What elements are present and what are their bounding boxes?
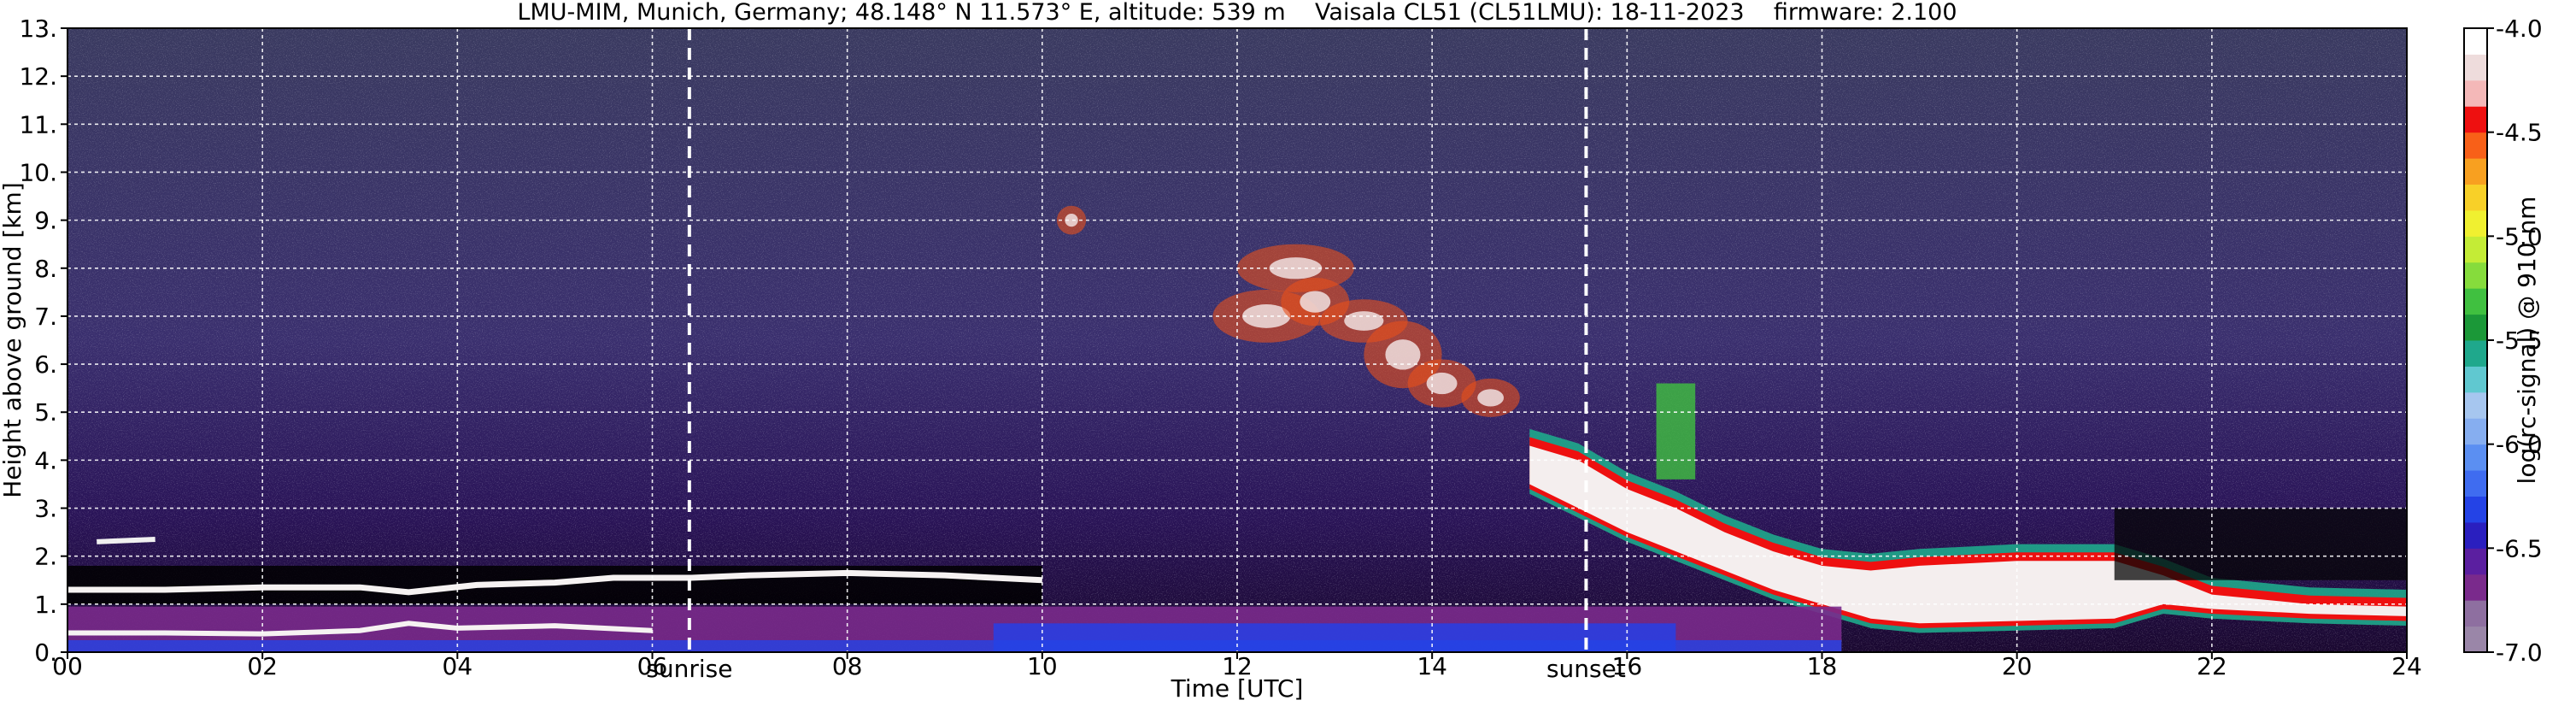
colorbar-segment: [2464, 574, 2487, 601]
colorbar: -7.0 -6.5 -6.0 -5.5 -5.0 -4.5 -4.0: [2463, 15, 2543, 667]
cloud-core: [1477, 389, 1505, 407]
colorbar-segment: [2464, 158, 2487, 185]
y-tick-label: 7.: [34, 303, 57, 331]
y-tick-label: 11.: [19, 110, 57, 138]
x-tick-label: 18: [1807, 652, 1838, 680]
cloud-core: [1300, 291, 1331, 313]
x-tick-label: 16: [1612, 652, 1643, 680]
colorbar-tick-label: -4.5: [2496, 119, 2543, 147]
cloud-layer-line: [67, 569, 1043, 596]
x-tick-label: 04: [443, 652, 473, 680]
colorbar-segment: [2464, 340, 2487, 367]
surface-layer: [67, 639, 1842, 652]
y-axis: 0. 1. 2. 3. 4. 5. 6. 7. 8. 9. 10. 11. 12. 13.: [19, 15, 67, 667]
x-tick-label: 10: [1027, 652, 1058, 680]
cloud-core: [1344, 311, 1384, 331]
colorbar-segment: [2464, 496, 2487, 523]
chart-title: LMU-MIM, Munich, Germany; 48.148° N 11.5…: [517, 0, 1957, 26]
colorbar-tick-label: -5.0: [2496, 222, 2543, 250]
colorbar-segment: [2464, 366, 2487, 393]
x-tick-label: 12: [1222, 652, 1253, 680]
y-tick-label: 1.: [34, 591, 57, 619]
dark-region: [2114, 508, 2407, 580]
x-tick-label: 06: [637, 652, 668, 680]
colorbar-segment: [2464, 444, 2487, 471]
colorbar-segment: [2464, 184, 2487, 211]
y-tick-label: 9.: [34, 207, 57, 235]
cloud-core: [1426, 372, 1458, 395]
colorbar-segment: [2464, 209, 2487, 237]
y-tick-label: 6.: [34, 350, 57, 379]
grid-lines: [67, 28, 2407, 652]
x-axis: 00 02 04 06 08 10 12 14 16 18 20 22 24: [52, 652, 2422, 680]
x-tick-label: 00: [52, 652, 83, 680]
colorbar-segment: [2464, 132, 2487, 159]
colorbar-tick-label: -7.0: [2496, 638, 2543, 667]
colorbar-tick-label: -4.0: [2496, 15, 2543, 43]
x-tick-label: 24: [2391, 652, 2422, 680]
colorbar-segment: [2464, 106, 2487, 133]
y-tick-label: 13.: [19, 15, 57, 43]
colorbar-segment: [2464, 288, 2487, 315]
colorbar-segment: [2464, 236, 2487, 263]
cloud-streak: [1656, 383, 1696, 479]
colorbar-segment: [2464, 391, 2487, 419]
colorbar-segment: [2464, 548, 2487, 575]
cloud-edge-red: [1529, 437, 2407, 628]
y-axis-label: Height above ground [km]: [0, 182, 26, 498]
colorbar-tick-label: -6.5: [2496, 534, 2543, 562]
cloud-layer-line: [67, 621, 653, 637]
y-tick-label: 12.: [19, 62, 57, 91]
colorbar-segment: [2464, 314, 2487, 341]
cloud-core: [1269, 257, 1323, 279]
colorbar-segment: [2464, 418, 2487, 445]
y-tick-label: 2.: [34, 543, 57, 571]
colorbar-segment: [2464, 626, 2487, 653]
colorbar-segment: [2464, 79, 2487, 107]
colorbar-segment: [2464, 262, 2487, 289]
x-tick-label: 20: [2002, 652, 2033, 680]
cloud-core: [1065, 214, 1078, 227]
colorbar-segment: [2464, 521, 2487, 549]
colorbar-tick-label: -5.5: [2496, 327, 2543, 355]
y-tick-label: 10.: [19, 158, 57, 186]
marker-label-sunrise: sunrise: [646, 655, 732, 683]
colorbar-tick-label: -6.0: [2496, 431, 2543, 459]
y-tick-label: 4.: [34, 446, 57, 474]
colorbar-label: log(rc-signal) @ 910 nm: [2513, 197, 2541, 485]
x-tick-label: 22: [2197, 652, 2227, 680]
cloud-layer-line: [97, 537, 155, 544]
x-axis-label: Time [UTC]: [1171, 674, 1304, 703]
y-tick-label: 8.: [34, 255, 57, 283]
cloud-core: [1385, 339, 1421, 370]
y-tick-label: 5.: [34, 398, 57, 427]
sun-markers: sunrise sunset: [646, 28, 1626, 683]
colorbar-segment: [2464, 54, 2487, 81]
x-tick-label: 08: [832, 652, 863, 680]
y-tick-label: 3.: [34, 495, 57, 523]
x-tick-label: 02: [247, 652, 278, 680]
colorbar-segment: [2464, 470, 2487, 497]
colorbar-segment: [2464, 28, 2487, 55]
colorbar-segment: [2464, 600, 2487, 627]
marker-label-sunset: sunset: [1546, 655, 1626, 683]
y-tick-label: 0.: [34, 638, 57, 667]
cloud-core-white: [1529, 445, 2407, 624]
signal-features: [67, 205, 2407, 652]
x-tick-label: 14: [1417, 652, 1447, 680]
